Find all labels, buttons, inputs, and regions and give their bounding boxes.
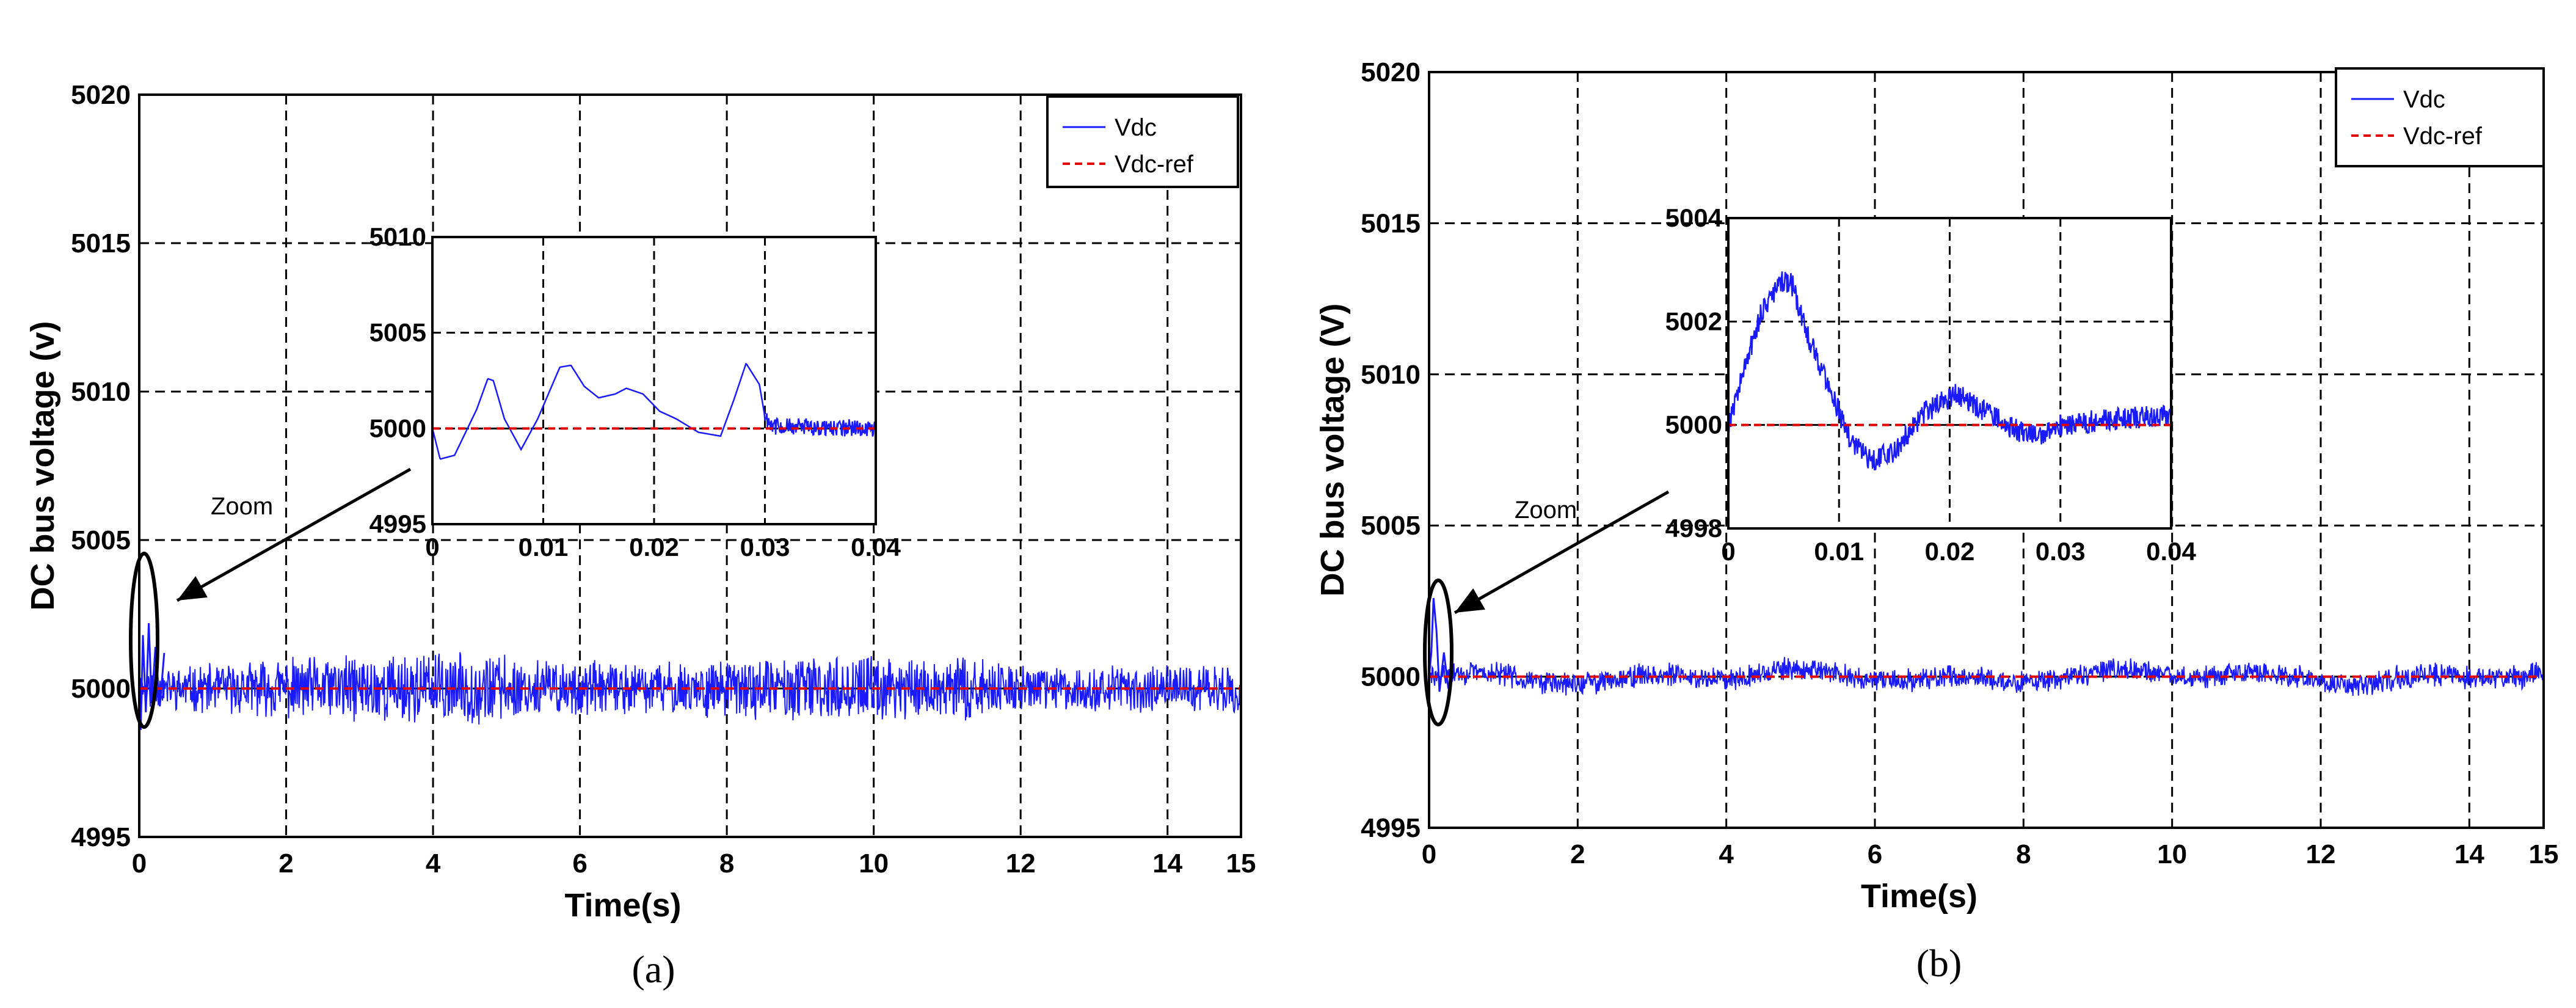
- zoom-label: Zoom: [211, 493, 273, 520]
- panel-a: 0 2 4 6 8 10 12 14 15 4995 5000 5005 5010 5015 5020 Tim…: [24, 80, 1256, 991]
- legend-box: [2335, 67, 2545, 167]
- x-tick-label: 4: [1719, 839, 1734, 869]
- zoom-arrow-head: [177, 576, 208, 601]
- x-tick-label: 8: [719, 849, 734, 878]
- inset-x-tick-label: 0.03: [2036, 537, 2086, 566]
- inset-y-tick-label: 4995: [369, 509, 426, 538]
- plot-frame: [138, 93, 1242, 838]
- inset-y-tick-label: 5010: [369, 222, 426, 251]
- zoom-ellipse: [1423, 579, 1454, 726]
- y-tick-label: 5000: [1361, 662, 1421, 692]
- x-tick-label: 8: [2016, 839, 2031, 869]
- y-axis-title: DC bus voltage (V): [1314, 303, 1351, 596]
- inset-frame: [431, 236, 877, 525]
- panel-b: 0 2 4 6 8 10 12 14 15 4995 5000 5005 5010 5015 5020 Tim…: [1314, 57, 2558, 985]
- inset-series-vdc-line: [431, 362, 876, 460]
- inset-x-tick-label: 0.04: [2146, 537, 2196, 566]
- inset-x-tick-label: 0.02: [629, 533, 679, 561]
- panel-caption: (a): [631, 948, 675, 991]
- y-tick-label: 5010: [1361, 360, 1421, 390]
- x-tick-label: 14: [1152, 849, 1182, 878]
- legend-label-vdc-ref: Vdc-ref: [1115, 151, 1194, 178]
- x-tick-label: 12: [2306, 839, 2336, 869]
- x-tick-label: 2: [1570, 839, 1585, 869]
- x-tick-label: 15: [2529, 839, 2559, 869]
- x-tick-label: 14: [2454, 839, 2484, 869]
- y-tick-label: 4995: [71, 822, 131, 852]
- zoom-arrow-head: [1455, 588, 1485, 613]
- zoom-ellipse: [129, 552, 159, 729]
- x-tick-label: 10: [859, 849, 889, 878]
- x-tick-label: 2: [278, 849, 293, 878]
- x-tick-label: 0: [132, 849, 147, 878]
- inset-y-tick-label: 5002: [1665, 307, 1722, 335]
- inset-y-tick-label: 4998: [1665, 514, 1722, 542]
- x-tick-label: 10: [2157, 839, 2187, 869]
- y-tick-label: 5015: [1361, 208, 1421, 238]
- x-tick-label: 4: [426, 849, 441, 878]
- inset-x-tick-label: 0.01: [518, 533, 569, 561]
- inset-x-tick-label: 0: [1721, 537, 1735, 566]
- legend-label-vdc: Vdc: [2403, 86, 2445, 113]
- x-axis-title: Time(s): [564, 887, 681, 924]
- inset-x-tick-label: 0.03: [740, 533, 790, 561]
- inset-y-tick-label: 5005: [369, 318, 426, 347]
- x-axis-title: Time(s): [1861, 878, 1977, 915]
- y-axis-title: DC bus voltage (v): [24, 321, 61, 610]
- x-tick-label: 6: [572, 849, 587, 878]
- inset-x-tick-label: 0.04: [851, 533, 901, 561]
- inset-y-tick-label: 5000: [1665, 411, 1722, 439]
- y-tick-label: 5005: [1361, 511, 1421, 541]
- inset-x-tick-label: 0: [425, 533, 439, 561]
- inset-series-vdc-line: [1727, 271, 2172, 470]
- x-tick-label: 12: [1006, 849, 1036, 878]
- legend-box: [1046, 95, 1239, 188]
- series-vdc-line: [139, 652, 1242, 725]
- y-tick-label: 5020: [1361, 57, 1421, 87]
- y-tick-label: 5000: [71, 674, 131, 704]
- series-vdc-transient: [138, 623, 166, 731]
- x-tick-label: 6: [1868, 839, 1882, 869]
- y-tick-label: 5020: [71, 80, 131, 110]
- plot-frame: [1428, 71, 2545, 829]
- series-vdc-transient: [1428, 597, 1450, 692]
- legend-label-vdc: Vdc: [1115, 114, 1157, 141]
- y-tick-label: 5005: [71, 525, 131, 555]
- series-vdc-line: [1428, 657, 2544, 696]
- legend-label-vdc-ref: Vdc-ref: [2403, 123, 2483, 150]
- inset-x-tick-label: 0.02: [1925, 537, 1975, 566]
- y-tick-label: 5010: [71, 377, 131, 407]
- zoom-label: Zoom: [1515, 497, 1577, 524]
- inset-y-tick-label: 5004: [1665, 203, 1723, 232]
- y-tick-label: 4995: [1361, 813, 1421, 843]
- x-tick-label: 0: [1422, 839, 1436, 869]
- panel-caption: (b): [1916, 941, 1962, 985]
- zoom-arrow-line: [176, 467, 412, 602]
- zoom-arrow-line: [1454, 490, 1670, 615]
- x-tick-label: 15: [1226, 849, 1256, 878]
- inset-x-tick-label: 0.01: [1814, 537, 1864, 566]
- inset-y-tick-label: 5000: [369, 414, 426, 442]
- y-tick-label: 5015: [71, 228, 131, 258]
- inset-frame: [1727, 217, 2172, 530]
